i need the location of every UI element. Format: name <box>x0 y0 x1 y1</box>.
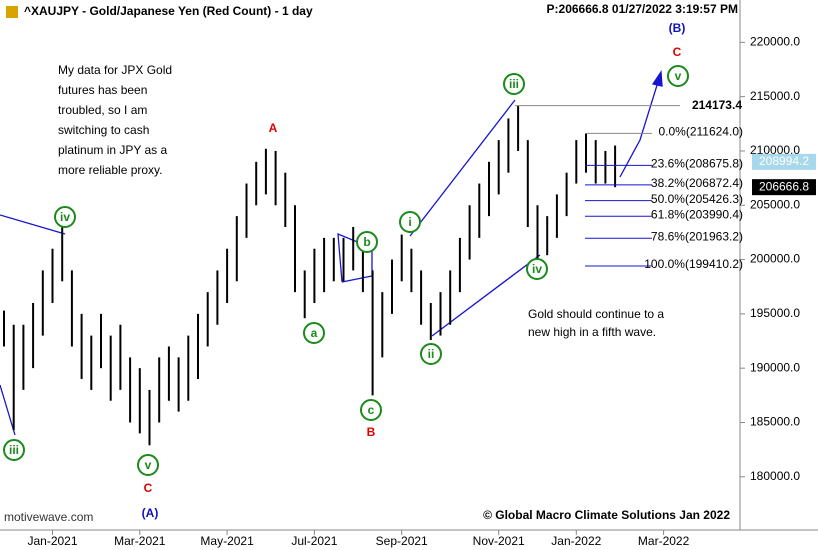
level-label: 214173.4 <box>692 98 742 112</box>
wave-label: a <box>311 326 318 340</box>
note-right: Gold should continue to a <box>528 307 664 321</box>
fib-label: 50.0%(205426.3) <box>651 192 743 206</box>
note-left: My data for JPX Gold <box>58 63 172 77</box>
x-tick-label: May-2021 <box>200 534 254 548</box>
price-tag-label: 206666.8 <box>759 179 809 193</box>
y-tick-label: 210000.0 <box>750 143 800 157</box>
fib-label: 38.2%(206872.4) <box>651 176 743 190</box>
red-wave-label: B <box>367 425 376 439</box>
wave-label: i <box>408 215 411 229</box>
fib-label: 78.6%(201963.2) <box>651 229 743 243</box>
x-tick-label: Sep-2021 <box>376 534 428 548</box>
chart-title: ^XAUJPY - Gold/Japanese Yen (Red Count) … <box>24 4 313 18</box>
wave-circle <box>503 73 525 95</box>
red-wave-label: C <box>673 45 682 59</box>
y-tick-label: 220000.0 <box>750 35 800 49</box>
fib-label: 0.0%(211624.0) <box>658 124 743 138</box>
blue-wave-label: (A) <box>142 506 159 520</box>
symbol-icon <box>6 6 18 18</box>
wave-circle <box>356 231 378 253</box>
wave-circle <box>137 454 159 476</box>
red-wave-label: C <box>144 481 153 495</box>
copyright: © Global Macro Climate Solutions Jan 202… <box>483 508 730 522</box>
x-tick-label: Jan-2021 <box>27 534 77 548</box>
wave-label: v <box>675 69 682 83</box>
x-tick-label: Mar-2022 <box>638 534 690 548</box>
note-left: futures has been <box>58 83 147 97</box>
projection <box>619 81 659 178</box>
note-left: switching to cash <box>58 123 149 137</box>
note-left: more reliable proxy. <box>58 163 162 177</box>
wave-label: iii <box>9 443 19 457</box>
price-tag <box>752 179 816 196</box>
x-tick-label: Mar-2021 <box>114 534 166 548</box>
y-tick-label: 200000.0 <box>750 252 800 266</box>
fib-label: 23.6%(208675.8) <box>651 157 743 171</box>
wave-label: b <box>363 235 370 249</box>
arrow-head <box>651 70 663 87</box>
x-tick-label: Jan-2022 <box>551 534 601 548</box>
wave-label: iii <box>509 77 519 91</box>
wave-circle <box>667 65 689 87</box>
wave-circle <box>303 322 325 344</box>
y-tick-label: 190000.0 <box>750 360 800 374</box>
wave-circle <box>54 206 76 228</box>
wave-circle <box>420 343 442 365</box>
note-left: troubled, so I am <box>58 103 147 117</box>
price-tag <box>752 153 816 170</box>
wave-circle <box>399 211 421 233</box>
y-tick-label: 215000.0 <box>750 89 800 103</box>
wave-label: c <box>368 403 375 417</box>
wave-label: v <box>145 458 152 472</box>
note-left: platinum in JPY as a <box>58 143 167 157</box>
trend-line <box>409 99 516 237</box>
wave-label: ii <box>428 347 435 361</box>
trend-line <box>0 214 66 235</box>
x-tick-label: Nov-2021 <box>473 534 525 548</box>
x-tick-label: Jul-2021 <box>291 534 337 548</box>
red-wave-label: A <box>269 121 278 135</box>
y-tick-label: 195000.0 <box>750 306 800 320</box>
wave-circle <box>3 439 25 461</box>
fib-label: 61.8%(203990.4) <box>651 207 743 221</box>
wave-circle <box>526 258 548 280</box>
trend-line <box>0 384 16 436</box>
y-tick-label: 180000.0 <box>750 469 800 483</box>
wave-label: iv <box>60 210 70 224</box>
y-tick-label: 185000.0 <box>750 415 800 429</box>
note-right: new high in a fifth wave. <box>528 325 656 339</box>
fib-label: 100.0%(199410.2) <box>644 257 743 271</box>
wave-circle <box>360 399 382 421</box>
price-tag-label: 208994.2 <box>759 154 809 168</box>
wave-label: iv <box>532 262 542 276</box>
trend-lines <box>0 70 663 436</box>
watermark: motivewave.com <box>4 510 93 524</box>
y-tick-label: 205000.0 <box>750 197 800 211</box>
blue-wave-label: (B) <box>669 21 686 35</box>
status: P:206666.8 01/27/2022 3:19:57 PM <box>547 2 738 16</box>
